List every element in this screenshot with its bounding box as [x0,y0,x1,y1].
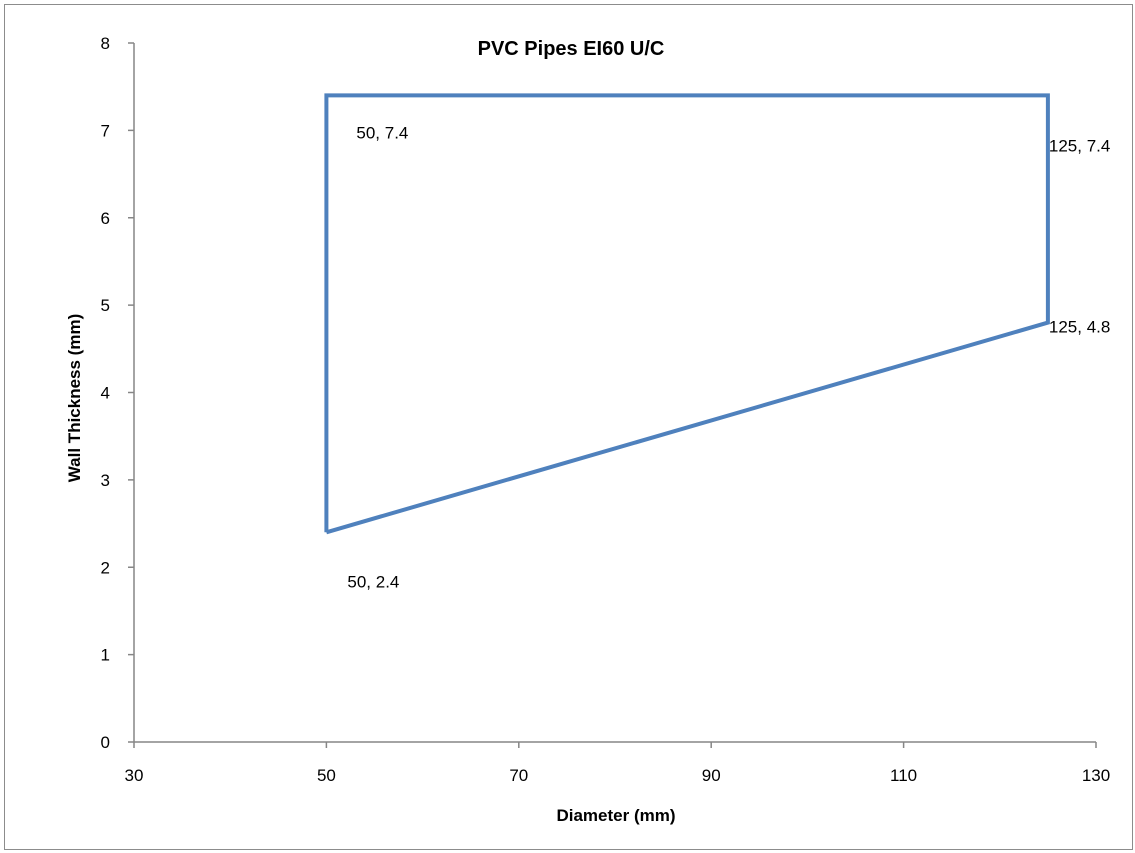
chart-title: PVC Pipes EI60 U/C [478,38,665,60]
x-tick-label: 70 [509,766,528,785]
y-tick-label: 3 [101,471,110,490]
data-label: 125, 7.4 [1049,136,1110,155]
x-axis-title: Diameter (mm) [556,806,675,825]
y-tick-label: 6 [101,209,110,228]
axes: 0 1 2 3 4 5 6 7 8 30 50 70 90 110 130 [101,34,1111,785]
series-line [324,93,1050,535]
y-tick-label: 5 [101,296,110,315]
data-label: 50, 2.4 [347,572,399,591]
y-tick-label: 4 [101,384,110,403]
data-label: 50, 7.4 [356,123,408,142]
data-labels: 50, 2.4 50, 7.4 125, 7.4 125, 4.8 [347,123,1110,591]
x-tick-label: 50 [317,766,336,785]
x-tick-label: 30 [125,766,144,785]
y-tick-label: 0 [101,733,110,752]
y-tick-label: 8 [101,34,110,53]
data-label: 125, 4.8 [1049,318,1110,337]
series-group [324,93,1050,535]
y-axis-title: Wall Thickness (mm) [65,314,84,482]
y-tick-label: 1 [101,646,110,665]
y-tick-label: 7 [101,121,110,140]
x-tick-label: 90 [702,766,721,785]
chart-frame [4,4,1133,850]
x-tick-label: 130 [1082,766,1110,785]
y-tick-label: 2 [101,558,110,577]
x-tick-label: 110 [890,766,917,785]
